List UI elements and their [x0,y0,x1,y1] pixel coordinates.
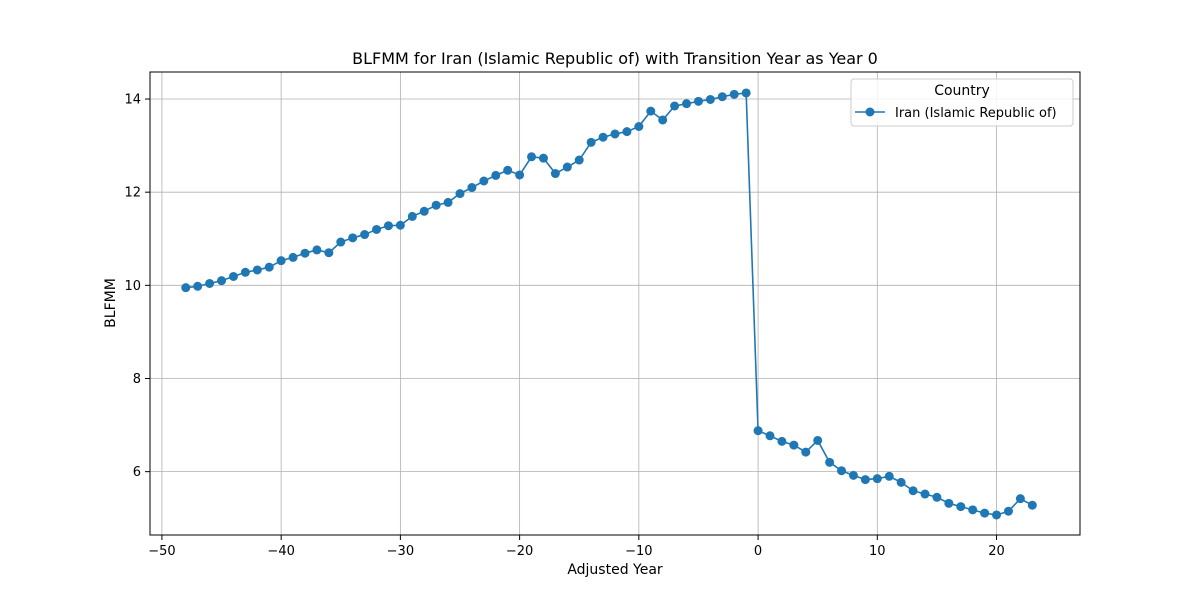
data-point [634,122,644,131]
data-point [992,510,1002,520]
data-point [288,252,298,262]
data-point [562,162,572,172]
data-point [670,101,680,111]
y-tick-label: 12 [124,186,141,201]
data-point [515,170,525,180]
data-point [753,426,763,436]
data-point [455,189,465,199]
data-point [872,474,882,484]
grid-lines [150,72,1080,535]
data-point [693,96,703,106]
series-line [185,92,1033,516]
data-point [467,183,477,193]
data-point [705,94,715,104]
data-point [813,435,823,445]
data-point [336,237,346,247]
x-tick-label: −10 [625,544,652,559]
data-point [574,155,584,165]
x-axis-label: Adjusted Year [567,562,663,578]
y-axis-label: BLFMM [103,278,119,328]
data-point [920,489,930,499]
data-point [181,283,191,293]
data-point [908,486,918,496]
data-point [729,89,739,99]
data-point [312,245,322,255]
data-point [360,230,370,240]
tick-layer: −50 −40 −30 −20 −10 0 10 20 6 8 10 12 14 [124,93,1004,559]
x-tick-label: 0 [754,544,762,559]
data-point [240,267,250,277]
data-point [276,256,286,266]
data-point [586,137,596,147]
data-point [217,276,227,286]
data-point [383,221,393,231]
data-point [932,492,942,502]
data-point [538,153,548,163]
data-point [252,265,262,275]
legend-entry-label: Iran (Islamic Republic of) [895,106,1057,121]
x-tick-label: −40 [267,544,294,559]
data-point [837,466,847,476]
data-point [884,471,894,481]
data-point [431,200,441,210]
data-point [407,211,417,221]
x-tick-label: −30 [387,544,414,559]
data-point [419,206,429,216]
data-point [598,132,608,142]
data-point [801,447,811,457]
legend-box [850,78,1074,127]
y-tick-label: 8 [133,372,141,387]
data-point [956,502,966,512]
data-point [1027,500,1037,510]
data-point [300,248,310,258]
x-tick-label: 20 [988,544,1005,559]
y-tick-label: 14 [124,93,141,108]
data-point [395,220,405,230]
data-point [1003,506,1013,516]
data-point [717,92,727,102]
data-point [646,106,656,116]
data-point [264,262,274,272]
data-point [860,475,870,485]
data-point [1015,494,1025,504]
x-tick-label: 10 [869,544,886,559]
data-point [968,505,978,515]
plot-frame [149,71,1081,536]
data-point [896,477,906,487]
legend: Country Iran (Islamic Republic of) [850,78,1074,127]
data-point [479,176,489,186]
data-point [825,457,835,467]
data-point [527,152,537,162]
y-tick-label: 6 [133,465,141,480]
data-point [848,470,858,480]
chart-title: BLFMM for Iran (Islamic Republic of) wit… [352,49,878,68]
data-point [550,169,560,179]
x-tick-label: −50 [148,544,175,559]
data-point [193,281,203,291]
data-point [682,99,692,109]
data-point [372,224,382,234]
x-tick-label: −20 [506,544,533,559]
data-point [980,508,990,518]
data-point [622,127,632,137]
series-layer [181,88,1037,520]
data-point [491,170,501,180]
data-point [658,115,668,125]
data-point [228,271,238,281]
data-point [944,498,954,508]
data-point [348,233,358,243]
data-point [610,129,620,139]
y-tick-label: 10 [124,279,141,294]
data-point [324,248,334,258]
data-point [741,88,751,98]
legend-title: Country [934,83,990,99]
legend-marker-swatch [865,107,875,117]
data-point [765,431,775,441]
data-point [503,165,513,175]
data-point [443,197,453,207]
data-point [789,440,799,450]
data-point [777,436,787,446]
data-point [205,278,215,288]
